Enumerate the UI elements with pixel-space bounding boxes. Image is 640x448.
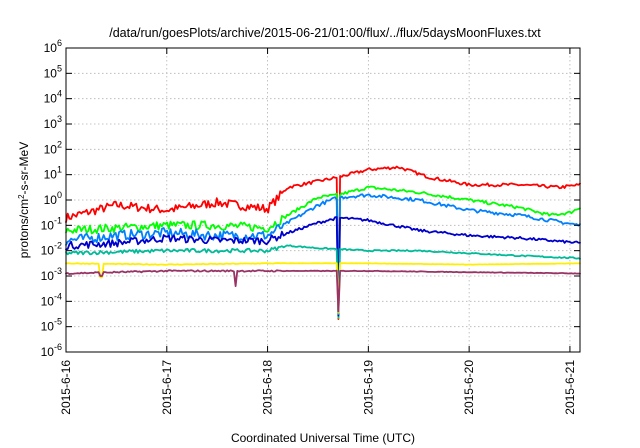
y-tick-label: 10-3 [41, 266, 62, 283]
y-tick-label: 10-1 [41, 215, 62, 232]
y-tick-base: 10 [44, 41, 58, 55]
y-tick-labels: 10610510410310210110010-110-210-310-410-… [41, 38, 62, 359]
y-tick-base: 10 [44, 117, 58, 131]
y-tick-label: 105 [44, 63, 62, 80]
y-tick-label: 104 [44, 89, 62, 106]
y-tick-base: 10 [41, 345, 55, 359]
y-tick-exponent: 5 [57, 63, 62, 73]
y-tick-exponent: 3 [57, 114, 62, 124]
series-line-5 [65, 244, 581, 315]
series-line-2 [65, 185, 581, 319]
x-tick-label: 2015-6-17 [160, 360, 174, 415]
series-line-3 [65, 193, 581, 318]
x-tick-label: 2015-6-18 [261, 360, 275, 415]
y-axis-label-suffix: -s-sr-MeV [17, 142, 31, 195]
axis-ticks [65, 47, 580, 353]
y-tick-exponent: -1 [54, 215, 62, 225]
series-layer [65, 165, 581, 320]
y-tick-label: 10-5 [41, 317, 62, 334]
y-tick-base: 10 [41, 269, 55, 283]
series-line-1 [65, 165, 581, 320]
x-tick-label: 2015-6-19 [361, 360, 375, 415]
y-tick-base: 10 [41, 218, 55, 232]
y-tick-base: 10 [44, 66, 58, 80]
y-tick-label: 10-2 [41, 241, 62, 258]
y-axis-label-prefix: protons/cm [17, 199, 31, 258]
x-tick-label: 2015-6-20 [462, 360, 476, 415]
y-tick-base: 10 [41, 320, 55, 334]
y-tick-label: 102 [44, 139, 62, 156]
y-tick-base: 10 [44, 193, 58, 207]
x-axis-label: Coordinated Universal Time (UTC) [231, 431, 415, 445]
y-tick-base: 10 [44, 168, 58, 182]
y-tick-label: 103 [44, 114, 62, 131]
x-tick-label: 2015-6-16 [59, 360, 73, 415]
series-line-7 [65, 269, 581, 313]
y-tick-base: 10 [44, 92, 58, 106]
y-tick-exponent: 1 [57, 165, 62, 175]
grid [66, 48, 580, 352]
y-tick-base: 10 [41, 244, 55, 258]
y-axis-label: protons/cm2-s-sr-MeV [17, 142, 32, 258]
y-tick-exponent: -4 [54, 291, 62, 301]
series-line-4 [65, 216, 581, 317]
chart-title: /data/run/goesPlots/archive/2015-06-21/0… [109, 26, 541, 40]
y-tick-exponent: -6 [54, 342, 62, 352]
y-tick-exponent: 0 [57, 190, 62, 200]
x-tick-labels: 2015-6-16 2015-6-17 2015-6-18 2015-6-19 2015… [59, 360, 577, 415]
y-tick-exponent: 4 [57, 89, 62, 99]
y-tick-exponent: -3 [54, 266, 62, 276]
y-axis-label-superscript: 2 [17, 194, 26, 199]
y-tick-label: 100 [44, 190, 62, 207]
y-tick-label: 10-4 [41, 291, 62, 308]
y-tick-exponent: 2 [57, 139, 62, 149]
y-tick-exponent: -5 [54, 317, 62, 327]
y-tick-label: 106 [44, 38, 62, 55]
y-tick-label: 101 [44, 165, 62, 182]
y-tick-exponent: 6 [57, 38, 62, 48]
y-tick-exponent: -2 [54, 241, 62, 251]
x-tick-label: 2015-6-21 [563, 360, 577, 415]
y-tick-label: 10-6 [41, 342, 62, 359]
y-tick-base: 10 [44, 142, 58, 156]
y-tick-base: 10 [41, 294, 55, 308]
series-line-6 [65, 262, 581, 314]
